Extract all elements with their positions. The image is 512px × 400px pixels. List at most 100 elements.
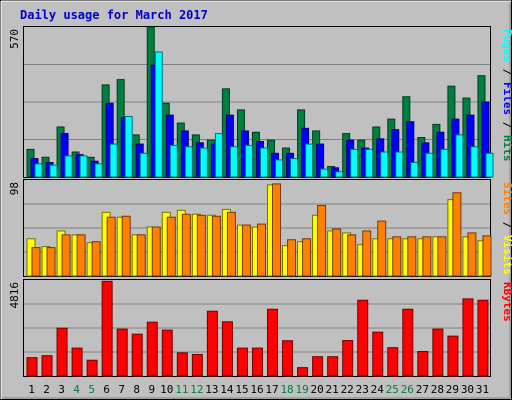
x-tick-label: 24 [371, 383, 385, 396]
bar-sites-day-2 [46, 247, 56, 277]
bar-sites-day-17 [272, 183, 282, 277]
bar-kbytes-day-30 [462, 298, 474, 377]
bar-pages-day-28 [440, 148, 449, 178]
bar-pages-day-19 [305, 143, 314, 178]
bar-sites-day-13 [211, 215, 221, 277]
bar-sites-day-12 [196, 214, 206, 277]
bar-sites-day-4 [76, 234, 86, 277]
y-max-label-kbytes: 4816 [8, 282, 21, 309]
series-sites [31, 183, 492, 277]
bar-kbytes-day-18 [282, 340, 294, 377]
bar-kbytes-day-1 [26, 357, 38, 377]
bar-sites-day-8 [136, 234, 146, 277]
bar-kbytes-day-13 [206, 310, 218, 377]
panel-visitors: 98 Sites / Visits [8, 179, 512, 277]
bar-kbytes-day-10 [161, 329, 173, 377]
bar-sites-day-24 [377, 220, 387, 277]
x-tick-label: 1 [28, 383, 35, 396]
legend-item-hits: Hits [501, 135, 512, 162]
bar-kbytes-day-3 [56, 327, 68, 377]
legend-item-kbytes: KBytes [501, 282, 512, 322]
bar-sites-day-26 [407, 236, 417, 277]
bar-pages-day-10 [169, 144, 178, 178]
bar-pages-day-22 [350, 148, 359, 178]
bar-kbytes-day-9 [146, 321, 158, 377]
x-axis-labels: 1 2 3 4 5 6 7 8 9 10 11 12 13 14 15 16 17 18 19 20 21 22 23 24 2… [28, 383, 489, 396]
legend-visitors: Sites / Visits [501, 182, 512, 275]
x-tick-label: 8 [133, 383, 140, 396]
bar-kbytes-day-29 [447, 335, 459, 377]
bar-sites-day-5 [91, 241, 101, 277]
bar-pages-day-13 [214, 133, 223, 178]
x-tick-label: 17 [265, 383, 278, 396]
y-max-label-visitors: 98 [8, 182, 21, 195]
bar-kbytes-day-12 [191, 353, 203, 377]
bar-kbytes-day-11 [176, 352, 188, 377]
bar-pages-day-27 [425, 152, 434, 178]
legend-item-visits: Visits [501, 235, 512, 275]
bar-sites-day-15 [241, 224, 251, 277]
legend-item-sites: Sites [501, 182, 512, 215]
bar-sites-day-23 [362, 230, 372, 277]
x-tick-label: 14 [220, 383, 234, 396]
bar-pages-day-5 [94, 163, 103, 178]
x-tick-label: 31 [476, 383, 489, 396]
bar-kbytes-day-16 [251, 347, 263, 377]
bar-sites-day-27 [422, 236, 432, 277]
x-tick-label: 4 [73, 383, 80, 396]
bar-kbytes-day-8 [131, 333, 143, 377]
bar-pages-day-7 [124, 115, 133, 178]
legend-requests: Pages / Files / Hits [501, 29, 512, 162]
bar-pages-day-3 [64, 155, 73, 178]
legend-separator: / [501, 215, 512, 235]
bar-kbytes-day-24 [372, 331, 384, 377]
bar-pages-day-21 [335, 171, 344, 178]
bar-sites-day-29 [452, 192, 462, 277]
bar-kbytes-day-25 [387, 347, 399, 377]
bar-kbytes-day-4 [71, 347, 83, 377]
bar-sites-day-28 [437, 236, 447, 277]
y-max-label-requests: 570 [8, 29, 21, 49]
x-tick-label: 30 [461, 383, 474, 396]
x-tick-label: 23 [356, 383, 369, 396]
x-tick-label: 19 [295, 383, 308, 396]
bar-kbytes-day-6 [101, 280, 113, 377]
bar-sites-day-11 [181, 213, 191, 277]
x-tick-label: 16 [250, 383, 263, 396]
bar-pages-day-18 [290, 158, 299, 178]
bar-pages-day-25 [395, 151, 404, 178]
x-tick-label: 5 [88, 383, 95, 396]
bar-pages-day-1 [34, 163, 43, 178]
bar-pages-day-20 [320, 168, 329, 178]
bar-pages-day-8 [139, 152, 148, 178]
legend-item-files: Files [501, 82, 512, 115]
bar-kbytes-day-14 [221, 321, 233, 377]
x-tick-label: 2 [43, 383, 50, 396]
panel-kbytes: 4816 KBytes [8, 279, 512, 377]
bar-kbytes-day-27 [417, 350, 429, 377]
bar-sites-day-18 [287, 239, 297, 277]
x-tick-label: 11 [175, 383, 188, 396]
bar-pages-day-14 [229, 146, 238, 178]
x-tick-label: 6 [103, 383, 110, 396]
bar-sites-day-31 [482, 235, 492, 277]
bar-sites-day-7 [121, 215, 131, 277]
bar-sites-day-25 [392, 236, 402, 277]
bar-pages-day-16 [259, 147, 268, 178]
x-tick-label: 20 [311, 383, 324, 396]
panel-requests: 570 Pages / Files / Hits [8, 26, 512, 178]
bar-pages-day-4 [79, 155, 88, 178]
bar-kbytes-day-21 [327, 356, 339, 377]
legend-separator: / [501, 115, 512, 135]
x-tick-label: 15 [235, 383, 248, 396]
bar-kbytes-day-5 [86, 359, 98, 377]
bar-kbytes-day-20 [312, 356, 324, 377]
bar-kbytes-day-31 [477, 299, 489, 377]
legend-item-pages: Pages [501, 29, 512, 62]
bar-pages-day-12 [199, 147, 208, 178]
series-kbytes [26, 280, 489, 377]
bar-kbytes-day-23 [357, 299, 369, 377]
bar-sites-day-19 [302, 238, 312, 277]
x-tick-label: 9 [148, 383, 155, 396]
